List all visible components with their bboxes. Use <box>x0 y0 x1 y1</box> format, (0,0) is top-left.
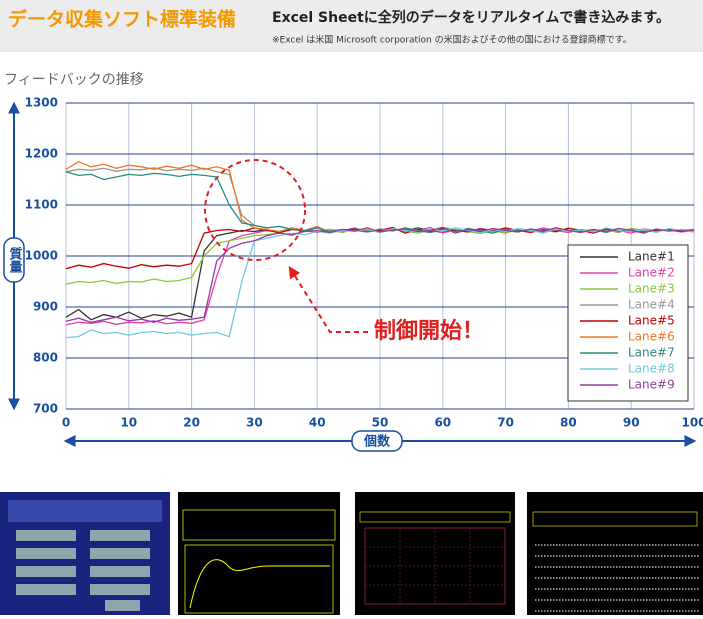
x-tick-label: 20 <box>183 416 200 430</box>
legend-label: Lane#1 <box>628 250 675 264</box>
x-tick-label: 0 <box>62 416 70 430</box>
x-tick-label: 90 <box>623 416 640 430</box>
x-tick-label: 40 <box>309 416 326 430</box>
legend-label: Lane#6 <box>628 330 675 344</box>
legend-label: Lane#7 <box>628 346 675 360</box>
thumbnail-table <box>527 492 703 615</box>
header-note: ※Excel は米国 Microsoft corporation の米国およびそ… <box>272 34 632 46</box>
y-tick-label: 1200 <box>25 147 58 161</box>
annotation: 制御開始！ <box>374 318 484 344</box>
y-tick-label: 900 <box>33 300 58 314</box>
y-label-box <box>3 237 25 283</box>
series-line <box>65 226 695 323</box>
y-tick-label: 1300 <box>25 96 58 110</box>
x-tick-label: 80 <box>560 416 577 430</box>
legend-label: Lane#8 <box>628 362 675 376</box>
highlight-circle <box>204 159 306 261</box>
legend-box <box>567 244 689 402</box>
legend-label: Lane#4 <box>628 298 675 312</box>
plot: 0 10 20 30 40 50 60 70 80 90 100 700 800 900 1000 1100 1… <box>25 96 703 430</box>
x-label-box <box>351 430 403 452</box>
legend-label: Lane#5 <box>628 314 675 328</box>
series-line <box>65 226 695 270</box>
legend-label: Lane#2 <box>628 266 675 280</box>
header-bg <box>0 0 703 52</box>
x-tick-label: 70 <box>497 416 514 430</box>
thumbnail-menu <box>0 492 170 615</box>
header-subtitle: Excel Sheetに全列のデータをリアルタイムで書き込みます。 <box>272 9 670 26</box>
y-tick-label: 700 <box>33 402 58 416</box>
x-tick-label: 30 <box>246 416 263 430</box>
y-tick-label: 1100 <box>25 198 58 212</box>
y-tick-label: 1000 <box>25 249 58 263</box>
thumbnail-graph <box>355 492 515 615</box>
x-tick-label: 50 <box>372 416 389 430</box>
annotation-arrow <box>288 265 368 333</box>
y-axis-label: 質量 <box>7 246 23 274</box>
x-tick-label: 60 <box>434 416 451 430</box>
x-axis-label: 個数 <box>363 434 391 450</box>
header-title: データ収集ソフト標準装備 <box>8 8 236 31</box>
y-tick-label: 800 <box>33 351 58 365</box>
thumbnail-calibration <box>178 492 340 615</box>
legend-label: Lane#9 <box>628 378 675 392</box>
legend-label: Lane#3 <box>628 282 675 296</box>
chart-title: フィードバックの推移 <box>4 72 144 88</box>
x-tick-label: 100 <box>681 416 703 430</box>
x-tick-label: 10 <box>120 416 137 430</box>
